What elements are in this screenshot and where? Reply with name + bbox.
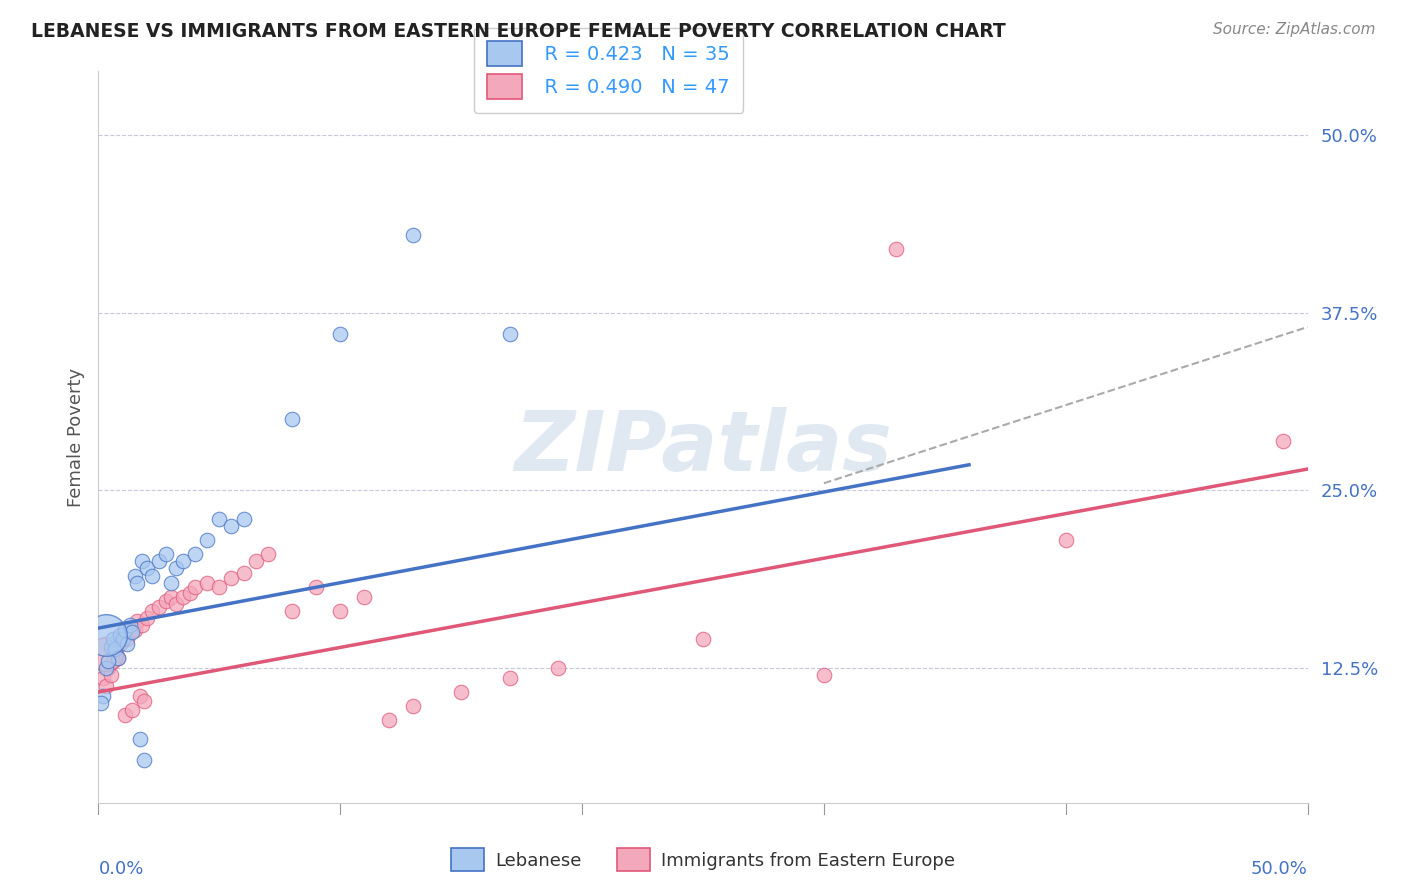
- Point: [131, 554, 153, 568]
- Point: [107, 651, 129, 665]
- Point: [165, 561, 187, 575]
- Point: [148, 554, 170, 568]
- Point: [104, 642, 127, 657]
- Point: [160, 575, 183, 590]
- Point: [221, 571, 243, 585]
- Point: [195, 575, 218, 590]
- Point: [179, 585, 201, 599]
- Point: [135, 611, 157, 625]
- Point: [108, 637, 131, 651]
- Point: [124, 623, 146, 637]
- Point: [245, 554, 267, 568]
- Point: [91, 671, 114, 685]
- Legend:   R = 0.423   N = 35,   R = 0.490   N = 47: R = 0.423 N = 35, R = 0.490 N = 47: [474, 28, 744, 112]
- Point: [184, 547, 207, 561]
- Point: [498, 671, 520, 685]
- Point: [195, 533, 218, 547]
- Point: [141, 568, 163, 582]
- Point: [155, 594, 177, 608]
- Point: [135, 561, 157, 575]
- Point: [165, 597, 187, 611]
- Point: [94, 628, 117, 642]
- Point: [124, 568, 146, 582]
- Point: [184, 580, 207, 594]
- Point: [498, 327, 520, 342]
- Point: [90, 697, 112, 711]
- Point: [121, 625, 143, 640]
- Point: [118, 625, 141, 640]
- Point: [108, 628, 131, 642]
- Y-axis label: Female Poverty: Female Poverty: [66, 368, 84, 507]
- Point: [329, 604, 352, 618]
- Point: [281, 412, 304, 426]
- Point: [94, 661, 117, 675]
- Point: [94, 679, 117, 693]
- Text: LEBANESE VS IMMIGRANTS FROM EASTERN EUROPE FEMALE POVERTY CORRELATION CHART: LEBANESE VS IMMIGRANTS FROM EASTERN EURO…: [31, 22, 1005, 41]
- Point: [256, 547, 278, 561]
- Point: [111, 632, 134, 647]
- Point: [107, 651, 129, 665]
- Point: [208, 580, 231, 594]
- Point: [121, 704, 143, 718]
- Point: [131, 618, 153, 632]
- Point: [155, 547, 177, 561]
- Point: [127, 575, 149, 590]
- Text: ZIPatlas: ZIPatlas: [515, 408, 891, 488]
- Text: Source: ZipAtlas.com: Source: ZipAtlas.com: [1212, 22, 1375, 37]
- Point: [353, 590, 375, 604]
- Point: [232, 512, 254, 526]
- Point: [148, 599, 170, 614]
- Point: [128, 690, 150, 704]
- Point: [114, 623, 136, 637]
- Point: [172, 554, 194, 568]
- Point: [97, 661, 120, 675]
- Point: [377, 714, 399, 728]
- Point: [141, 604, 163, 618]
- Point: [692, 632, 714, 647]
- Point: [117, 632, 139, 647]
- Point: [813, 668, 835, 682]
- Point: [100, 640, 122, 654]
- Point: [886, 242, 908, 256]
- Point: [402, 227, 425, 242]
- Point: [91, 690, 114, 704]
- Point: [305, 580, 328, 594]
- Point: [104, 642, 127, 657]
- Point: [172, 590, 194, 604]
- Point: [329, 327, 352, 342]
- Point: [134, 753, 156, 767]
- Point: [101, 632, 124, 647]
- Text: 50.0%: 50.0%: [1251, 860, 1308, 878]
- Point: [547, 661, 569, 675]
- Point: [221, 519, 243, 533]
- Point: [97, 654, 120, 668]
- Point: [281, 604, 304, 618]
- Point: [127, 614, 149, 628]
- Point: [100, 668, 122, 682]
- Point: [232, 566, 254, 580]
- Point: [111, 628, 134, 642]
- Point: [160, 590, 183, 604]
- Point: [402, 699, 425, 714]
- Legend: Lebanese, Immigrants from Eastern Europe: Lebanese, Immigrants from Eastern Europe: [444, 841, 962, 879]
- Point: [94, 647, 117, 661]
- Point: [1054, 533, 1077, 547]
- Point: [208, 512, 231, 526]
- Point: [450, 685, 472, 699]
- Point: [117, 637, 139, 651]
- Text: 0.0%: 0.0%: [98, 860, 143, 878]
- Point: [134, 693, 156, 707]
- Point: [128, 731, 150, 746]
- Point: [118, 618, 141, 632]
- Point: [101, 654, 124, 668]
- Point: [1272, 434, 1295, 448]
- Point: [114, 707, 136, 722]
